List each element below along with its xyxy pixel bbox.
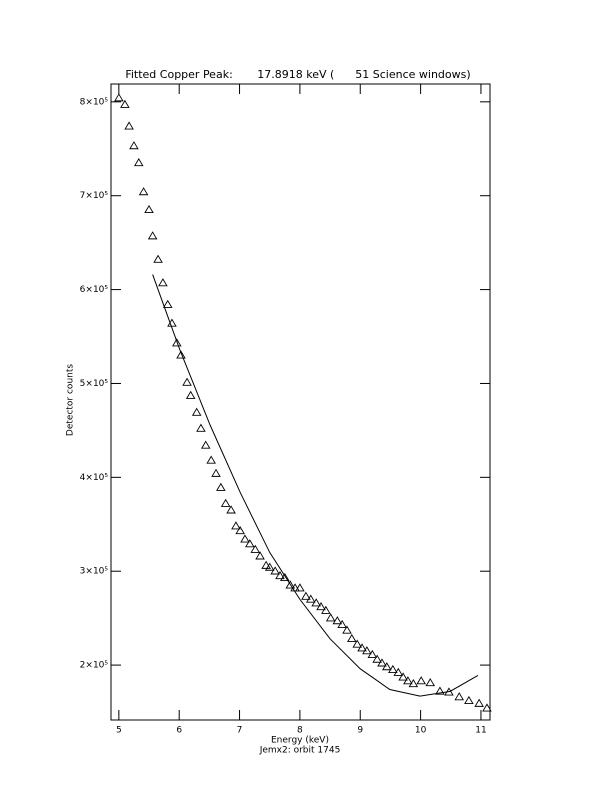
data-point	[403, 676, 413, 685]
data-point	[454, 692, 465, 701]
data-point	[408, 678, 419, 688]
data-point	[235, 525, 245, 535]
data-point	[196, 423, 206, 432]
data-point	[245, 539, 255, 548]
data-point	[129, 141, 139, 150]
data-point	[295, 583, 305, 592]
data-point	[388, 664, 398, 674]
data-point	[482, 703, 492, 712]
data-point	[226, 505, 236, 514]
data-point	[114, 93, 124, 102]
data-point	[474, 698, 484, 707]
data-point	[216, 482, 226, 491]
data-point	[275, 571, 285, 580]
data-point	[367, 649, 378, 659]
x-tick-label: 11	[475, 726, 486, 736]
data-point	[305, 594, 316, 603]
data-point	[171, 338, 182, 347]
data-point	[158, 278, 168, 287]
data-point	[425, 678, 436, 687]
data-point	[332, 616, 343, 625]
data-point	[176, 350, 186, 359]
data-point	[133, 157, 144, 167]
subtitle: Jemx2: orbit 1745	[259, 746, 341, 756]
data-point	[138, 187, 149, 196]
x-tick-label: 6	[176, 726, 182, 736]
data-point	[398, 672, 408, 681]
data-point	[120, 99, 130, 108]
data-point	[211, 468, 221, 477]
data-point	[240, 534, 250, 543]
data-point	[255, 551, 265, 560]
data-point	[342, 625, 352, 634]
data-point	[393, 667, 404, 676]
y-tick-label: 4×10⁵	[80, 473, 109, 483]
data-point	[416, 676, 426, 685]
x-tick-label: 5	[116, 726, 122, 736]
data-point	[280, 572, 290, 582]
data-point	[185, 390, 196, 399]
y-tick-label: 6×10⁵	[80, 285, 109, 295]
data-point	[290, 583, 300, 592]
x-tick-label: 7	[237, 726, 243, 736]
x-tick-label: 9	[357, 726, 363, 736]
data-point	[377, 658, 387, 667]
data-point	[191, 407, 202, 416]
data-point	[435, 686, 445, 695]
data-point	[352, 639, 363, 648]
data-point	[347, 633, 357, 643]
data-point	[270, 566, 280, 575]
fit-line	[152, 274, 479, 697]
data-point	[316, 601, 326, 611]
y-tick-label: 8×10⁵	[80, 97, 109, 107]
data-point	[464, 695, 474, 705]
data-point	[261, 560, 271, 569]
data-point	[372, 654, 382, 663]
data-point	[362, 646, 372, 655]
data-point	[220, 498, 231, 507]
data-point	[153, 254, 163, 263]
data-point	[162, 299, 173, 308]
x-tick-label: 8	[297, 726, 303, 736]
y-axis-label: Detector counts	[66, 364, 76, 436]
data-point	[182, 377, 192, 386]
data-point	[124, 121, 134, 130]
y-tick-label: 3×10⁵	[80, 567, 109, 577]
x-tick-label: 10	[415, 726, 427, 736]
plot-frame	[110, 83, 491, 721]
data-point	[337, 619, 347, 628]
data-point	[325, 613, 336, 622]
data-point	[301, 591, 311, 600]
data-point	[382, 662, 392, 671]
data-point	[321, 605, 331, 614]
data-point	[231, 521, 241, 530]
data-point	[357, 643, 367, 652]
data-point	[144, 204, 154, 214]
y-tick-label: 2×10⁵	[80, 661, 109, 671]
chart-title: Fitted Copper Peak: 17.8918 keV ( 51 Sci…	[125, 68, 470, 81]
y-tick-label: 5×10⁵	[80, 379, 109, 389]
y-tick-label: 7×10⁵	[80, 191, 109, 201]
data-point	[206, 455, 216, 464]
data-point	[250, 544, 261, 553]
data-point	[264, 562, 275, 571]
data-point	[147, 231, 158, 240]
data-point	[285, 580, 296, 589]
data-point	[311, 598, 321, 607]
x-axis-label: Energy (keV)	[271, 736, 329, 746]
data-point	[200, 440, 211, 449]
